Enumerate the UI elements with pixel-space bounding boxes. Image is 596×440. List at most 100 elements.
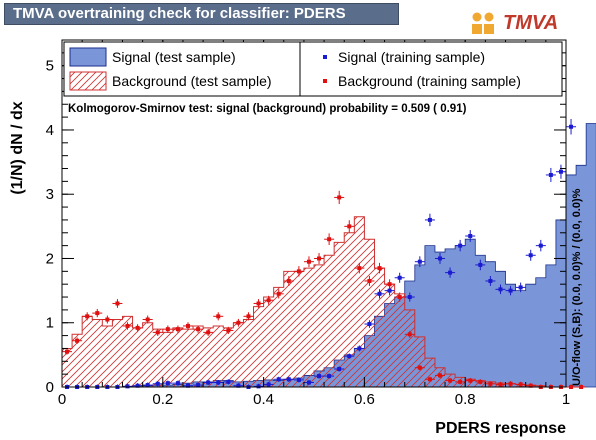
background-training-point xyxy=(246,314,251,319)
signal-training-point xyxy=(448,270,453,275)
plot-frame xyxy=(61,39,567,388)
signal-training-point xyxy=(186,383,190,388)
background-training-point xyxy=(165,327,170,332)
signal-training-point xyxy=(478,262,483,267)
signal-training-point xyxy=(155,381,160,386)
x-tick-label: 0.8 xyxy=(455,391,476,408)
signal-training-point xyxy=(357,346,362,351)
signal-training-point xyxy=(286,377,291,382)
signal-training-point xyxy=(317,374,322,379)
signal-training-point xyxy=(427,217,432,222)
background-training-point xyxy=(397,295,402,300)
y-tick-label: 2 xyxy=(46,250,54,267)
background-training-point xyxy=(407,332,412,337)
legend-training-box xyxy=(299,41,563,97)
tmva-logo xyxy=(470,10,570,40)
background-training-point xyxy=(125,323,130,328)
signal-training-point xyxy=(569,124,574,129)
background-training-point xyxy=(186,323,190,328)
background-training-point xyxy=(579,385,584,389)
background-training-point xyxy=(458,379,463,384)
background-training-point xyxy=(478,379,483,384)
signal-training-point xyxy=(256,384,261,389)
x-tick-label: 0 xyxy=(58,391,66,408)
signal-training-point xyxy=(206,380,211,385)
background-training-point xyxy=(528,383,533,388)
signal-training-point xyxy=(226,379,231,384)
background-training-point xyxy=(427,377,432,382)
background-training-point xyxy=(417,365,422,370)
background-training-point xyxy=(85,314,90,319)
signal-training-point xyxy=(508,288,513,293)
signal-training-point xyxy=(498,287,503,292)
x-tick-label: 0.6 xyxy=(354,391,375,408)
signal-training-point xyxy=(417,259,422,264)
legend-signal-test-label: Signal (test sample) xyxy=(112,49,236,65)
background-training-point xyxy=(317,256,322,261)
signal-training-point xyxy=(337,367,342,372)
y-tick-label: 4 xyxy=(46,122,54,139)
chart-title: TMVA overtraining check for classifier: … xyxy=(4,3,399,25)
ks-test-label: Kolmogorov-Smirnov test: signal (backgro… xyxy=(68,103,467,115)
background-training-point xyxy=(256,301,261,306)
x-tick-label: 0.4 xyxy=(253,391,274,408)
tmva-logo-icon xyxy=(472,12,494,34)
background-training-point xyxy=(498,382,503,387)
signal-training-point xyxy=(306,380,311,385)
background-training-point xyxy=(196,327,201,332)
background-training-point xyxy=(175,327,180,332)
background-training-point xyxy=(438,373,442,378)
y-tick-label: 1 xyxy=(46,315,54,332)
background-training-point xyxy=(518,382,523,387)
background-training-point xyxy=(306,259,311,264)
y-tick-label: 5 xyxy=(46,58,54,75)
signal-training-point xyxy=(266,382,271,387)
background-training-point xyxy=(286,278,291,283)
legend-background-test-swatch xyxy=(69,71,107,91)
background-training-point xyxy=(377,266,382,271)
background-training-point xyxy=(95,311,100,316)
legend-signal-training-marker xyxy=(323,55,327,59)
signal-training-point xyxy=(165,381,170,386)
legend-background-test-label: Background (test sample) xyxy=(112,73,272,89)
background-training-point xyxy=(276,291,281,296)
signal-training-point xyxy=(558,169,563,174)
background-training-point xyxy=(75,338,80,343)
signal-training-point xyxy=(135,383,140,388)
background-training-point xyxy=(206,330,211,335)
legend-background-training-marker xyxy=(323,79,327,83)
signal-training-point xyxy=(528,253,533,258)
legend-signal-test-swatch xyxy=(69,47,107,67)
signal-training-point xyxy=(347,354,352,359)
signal-training-point xyxy=(125,384,130,389)
signal-training-point xyxy=(276,377,281,382)
signal-training-point xyxy=(296,377,301,382)
background-training-point xyxy=(115,301,120,306)
x-axis-label: PDERS response xyxy=(435,420,566,437)
signal-training-point xyxy=(387,288,392,293)
signal-training-point xyxy=(548,172,553,177)
background-training-point xyxy=(145,317,150,322)
overflow-label: U/O-flow (S,B): (0.0, 0.0)% / (0.0, 0.0)… xyxy=(571,188,583,386)
background-training-point xyxy=(347,224,352,229)
signal-training-point xyxy=(468,233,473,238)
background-training-point xyxy=(236,320,241,325)
background-training-point xyxy=(65,349,70,354)
background-training-point xyxy=(296,269,301,274)
signal-training-point xyxy=(377,291,382,296)
signal-training-point xyxy=(488,278,493,283)
signal-training-point xyxy=(367,322,372,327)
y-tick-label: 0 xyxy=(46,379,54,396)
background-training-point xyxy=(135,325,140,330)
signal-training-point xyxy=(175,381,180,386)
background-training-point xyxy=(448,378,453,383)
y-tick-label: 3 xyxy=(46,186,54,203)
x-tick-label: 1 xyxy=(562,391,570,408)
background-training-point xyxy=(387,282,392,287)
signal-training-point xyxy=(327,374,332,379)
background-training-point xyxy=(569,385,574,389)
signal-training-point xyxy=(518,285,523,290)
x-tick-label: 0.2 xyxy=(152,391,173,408)
legend-signal-training-label: Signal (training sample) xyxy=(338,49,485,65)
